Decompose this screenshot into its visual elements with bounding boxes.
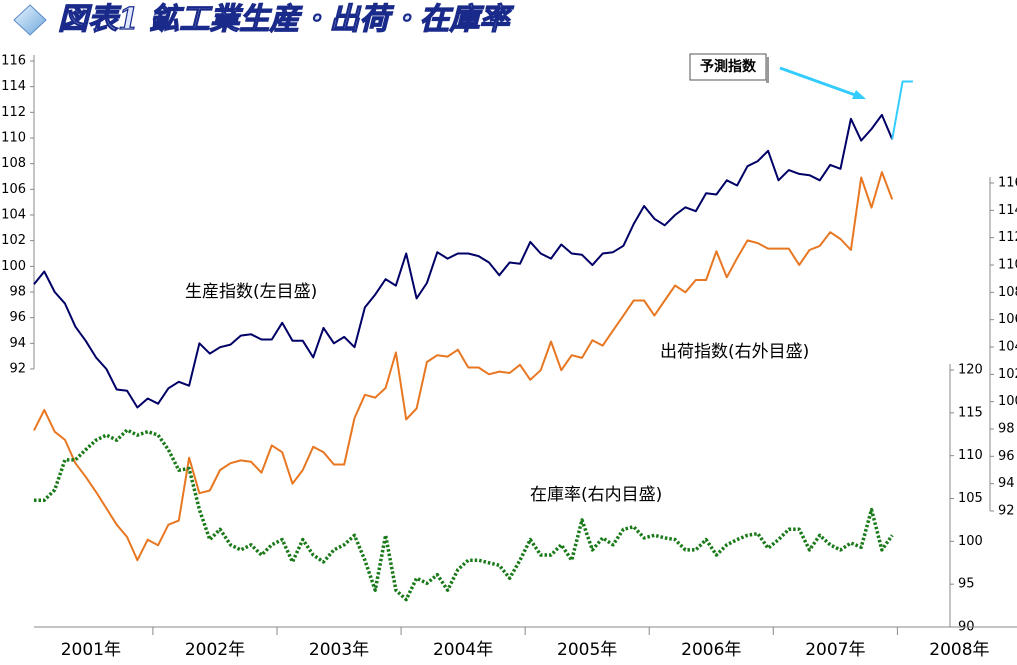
x-tick-label: 2007年 — [805, 640, 865, 660]
series-line — [33, 113, 894, 409]
callout-box — [689, 53, 767, 81]
y-tick-label: 94 — [9, 336, 26, 351]
series-line — [33, 171, 894, 562]
y-tick-label: 96 — [9, 310, 26, 325]
y-tick-label: 95 — [958, 577, 975, 592]
y-tick-label: 100 — [958, 534, 983, 549]
y-tick-label: 104 — [1, 208, 26, 223]
x-tick-label: 2006年 — [681, 640, 741, 660]
y-tick-label: 120 — [958, 363, 983, 378]
x-tick-label: 2003年 — [309, 640, 369, 660]
y-tick-label: 104 — [998, 340, 1017, 355]
x-tick-label: 2001年 — [61, 640, 121, 660]
x-tick-label: 2005年 — [557, 640, 617, 660]
x-tick-label: 2004年 — [433, 640, 493, 660]
callout-arrow — [779, 66, 859, 98]
y-tick-label: 116 — [998, 176, 1017, 191]
y-tick-label: 96 — [998, 449, 1015, 464]
y-tick-label: 116 — [1, 54, 26, 69]
y-tick-label: 112 — [1, 105, 26, 120]
y-tick-label: 112 — [998, 230, 1017, 245]
series-label: 在庫率(右内目盛) — [530, 485, 662, 505]
chart-title: 図表1 鉱工業生産・出荷・在庫率 — [58, 2, 514, 37]
x-tick-label: 2008年 — [929, 640, 989, 660]
y-tick-label: 108 — [1, 156, 26, 171]
y-tick-label: 92 — [9, 362, 26, 377]
y-tick-label: 106 — [1, 182, 26, 197]
y-tick-label: 115 — [958, 405, 983, 420]
y-tick-label: 114 — [1, 79, 26, 94]
y-tick-label: 114 — [998, 203, 1017, 218]
y-tick-label: 98 — [9, 285, 26, 300]
series-label: 生産指数(左目盛) — [185, 282, 317, 302]
y-tick-label: 105 — [958, 491, 983, 506]
y-tick-label: 94 — [998, 476, 1015, 491]
y-tick-label: 106 — [998, 312, 1017, 327]
callout-text: 予測指数 — [700, 58, 757, 75]
title-icon — [13, 4, 47, 36]
y-tick-label: 100 — [1, 259, 26, 274]
series-line — [891, 80, 913, 140]
callout-shadow — [766, 57, 769, 83]
y-tick-label: 110 — [958, 448, 983, 463]
y-tick-label: 110 — [1, 131, 26, 146]
series-line — [34, 428, 894, 602]
x-tick-label: 2002年 — [185, 640, 245, 660]
y-tick-label: 110 — [998, 258, 1017, 273]
y-tick-label: 98 — [998, 422, 1015, 437]
y-tick-label: 108 — [998, 285, 1017, 300]
series-label: 出荷指数(右外目盛) — [660, 342, 809, 362]
y-tick-label: 92 — [998, 504, 1015, 519]
y-tick-label: 102 — [998, 367, 1017, 382]
y-tick-label: 100 — [998, 394, 1017, 409]
callout-arrowhead — [852, 90, 866, 99]
y-tick-label: 102 — [1, 233, 26, 248]
